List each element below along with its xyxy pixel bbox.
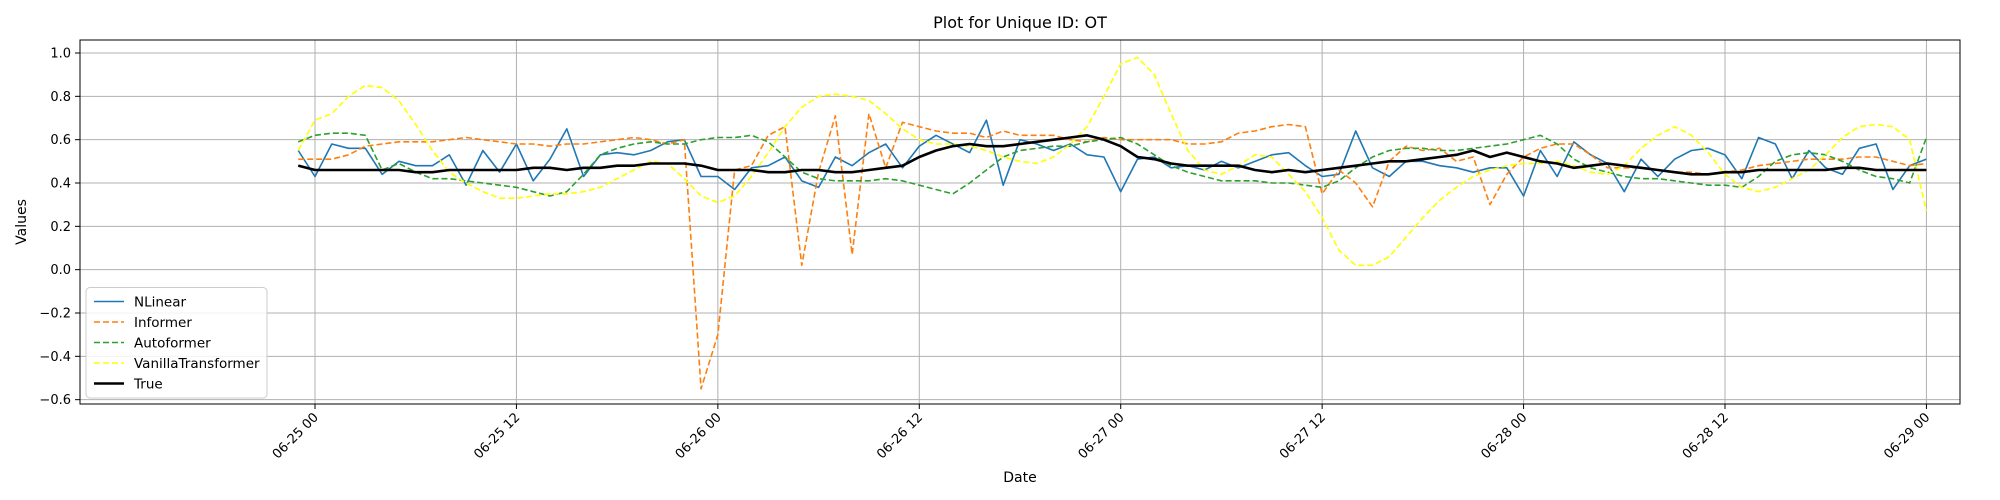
legend-box [85,287,268,399]
legend-label: Informer [134,315,192,331]
legend-label: NLinear [134,295,187,311]
series-line-nlinear [297,119,1927,197]
y-tick-label: 0.4 [50,177,71,192]
legend-label: VanillaTransformer [134,356,260,372]
y-tick-label: 0.0 [50,263,71,278]
y-tick-label: −0.6 [39,393,71,408]
chart-title: Plot for Unique ID: OT [933,13,1107,32]
legend-label: Autoformer [134,336,211,352]
series-group [297,56,1928,390]
y-tick-label: 0.8 [50,90,71,105]
y-tick-label: −0.4 [39,350,71,365]
plot-frame [79,39,1961,405]
legend-label: True [133,377,163,393]
y-axis-label: Values [14,199,30,245]
y-tick-label: 0.2 [50,220,71,235]
y-tick-label: −0.2 [39,307,71,322]
series-line-vanillatransformer [297,56,1928,267]
y-tick-label: 1.0 [50,47,71,62]
series-line-autoformer [297,132,1928,197]
x-axis-label: Date [1003,470,1036,486]
y-tick-label: 0.6 [50,133,71,148]
legend: NLinear Informer Autoformer VanillaTransfor… [85,287,268,399]
series-line-true [297,134,1927,176]
